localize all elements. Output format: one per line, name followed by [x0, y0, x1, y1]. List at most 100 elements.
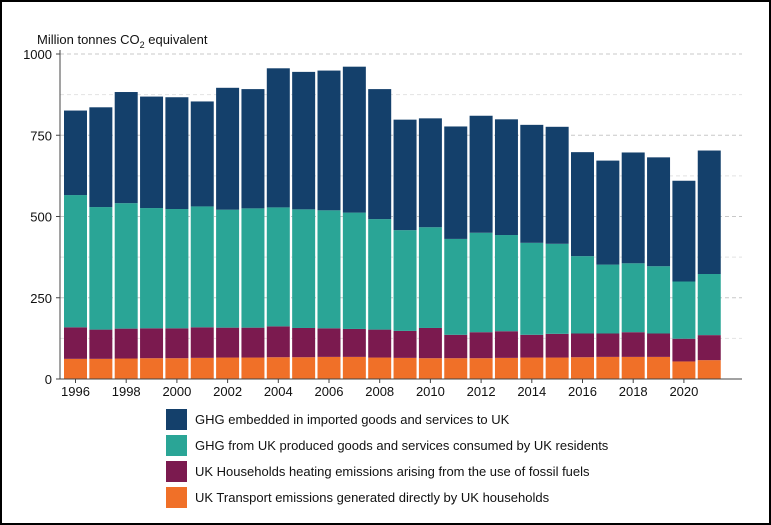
- bar-segment: [494, 235, 518, 332]
- x-tick-label: 2020: [669, 384, 698, 399]
- bar-segment: [697, 150, 721, 275]
- bar-segment: [266, 207, 290, 327]
- bar-segment: [444, 126, 468, 239]
- bar-segment: [64, 195, 87, 328]
- bar-segment: [672, 180, 696, 282]
- bar-segment: [190, 327, 214, 358]
- bar-segment: [165, 97, 189, 210]
- bar-segment: [697, 274, 721, 336]
- x-tick-label: 2002: [213, 384, 242, 399]
- bar-segment: [190, 101, 214, 207]
- y-tick-label: 750: [30, 128, 52, 143]
- bar-segment: [469, 358, 493, 379]
- bar-segment: [64, 327, 87, 359]
- bar-segment: [444, 358, 468, 379]
- bar-segment: [216, 87, 240, 210]
- bar-segment: [647, 356, 671, 379]
- bar-segment: [216, 357, 240, 379]
- x-tick-label: 2004: [264, 384, 293, 399]
- bar-segment: [697, 360, 721, 379]
- bar-segment: [266, 68, 290, 208]
- bar-segment: [571, 152, 594, 257]
- bar-segment: [520, 334, 544, 358]
- x-tick-label: 1998: [112, 384, 141, 399]
- bar-segment: [190, 357, 214, 380]
- bar-segment: [342, 212, 366, 329]
- bar-segment: [114, 328, 138, 359]
- bar-segment: [368, 357, 392, 379]
- bar-segment: [140, 96, 164, 209]
- legend-item-imported: GHG embedded in imported goods and servi…: [166, 406, 608, 432]
- bar-segment: [393, 357, 417, 380]
- bar-segment: [621, 263, 645, 333]
- bar-segment: [393, 230, 417, 331]
- bar-segment: [140, 358, 164, 379]
- x-tick-label: 2010: [416, 384, 445, 399]
- bar-segment: [64, 110, 87, 196]
- legend: GHG embedded in imported goods and servi…: [166, 406, 608, 510]
- x-tick-label: 2012: [467, 384, 496, 399]
- bar-segment: [647, 333, 671, 357]
- bar-segment: [114, 358, 138, 379]
- legend-item-uk-produced: GHG from UK produced goods and services …: [166, 432, 608, 458]
- bar-segment: [64, 358, 87, 379]
- bar-segment: [647, 266, 671, 334]
- bar-segment: [368, 219, 392, 330]
- bar-segment: [241, 357, 265, 379]
- y-tick-label: 0: [45, 372, 52, 387]
- axes: 0 250 500 750 1000 1996 1998 2000 2002 2004 2006 20…: [23, 47, 742, 399]
- bar-segment: [165, 358, 189, 379]
- bar-segment: [89, 107, 113, 208]
- bar-segment: [140, 328, 164, 359]
- bar-segment: [520, 124, 544, 243]
- x-tick-label: 2006: [315, 384, 344, 399]
- bar-segment: [292, 71, 316, 210]
- bar-segment: [418, 118, 442, 228]
- bar-segment: [494, 119, 518, 236]
- bars-group: [64, 66, 721, 380]
- bar-segment: [266, 357, 290, 379]
- bar-segment: [418, 358, 442, 379]
- y-tick-label: 1000: [23, 47, 52, 62]
- bar-segment: [571, 333, 594, 358]
- bar-segment: [621, 332, 645, 357]
- bar-segment: [469, 115, 493, 233]
- x-tick-label: 1996: [61, 384, 90, 399]
- bar-segment: [89, 358, 113, 379]
- bar-segment: [216, 327, 240, 358]
- bar-segment: [165, 209, 189, 329]
- bar-segment: [545, 357, 569, 379]
- legend-swatch-transport: [166, 486, 187, 508]
- bar-segment: [165, 328, 189, 359]
- bar-segment: [494, 357, 518, 380]
- bar-segment: [190, 206, 214, 328]
- bar-segment: [216, 209, 240, 328]
- y-tick-label: 250: [30, 291, 52, 306]
- bar-segment: [140, 208, 164, 329]
- y-axis-label: Million tonnes CO2 equivalent: [37, 32, 208, 50]
- x-tick-label: 2000: [162, 384, 191, 399]
- bar-segment: [672, 361, 696, 379]
- y-tick-label: 500: [30, 210, 52, 225]
- bar-segment: [266, 326, 290, 358]
- bar-segment: [292, 327, 316, 358]
- legend-swatch-heating: [166, 460, 187, 482]
- bar-segment: [494, 331, 518, 358]
- bar-segment: [89, 207, 113, 330]
- bar-segment: [596, 356, 620, 379]
- bar-segment: [292, 209, 316, 328]
- bar-segment: [444, 238, 468, 335]
- bar-segment: [571, 256, 594, 334]
- bar-segment: [317, 70, 341, 211]
- bar-segment: [418, 227, 442, 328]
- bar-segment: [342, 66, 366, 213]
- bar-segment: [89, 329, 113, 359]
- legend-item-heating: UK Households heating emissions arising …: [166, 458, 608, 484]
- bar-segment: [342, 356, 366, 379]
- bar-segment: [317, 356, 341, 379]
- legend-label-imported: GHG embedded in imported goods and servi…: [195, 411, 510, 427]
- bar-segment: [545, 333, 569, 358]
- legend-swatch-imported: [166, 408, 187, 430]
- bar-segment: [545, 243, 569, 334]
